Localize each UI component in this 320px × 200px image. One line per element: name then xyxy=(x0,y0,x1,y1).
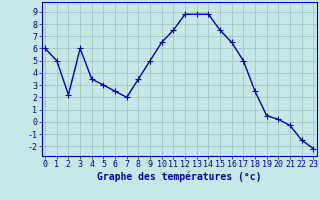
X-axis label: Graphe des températures (°c): Graphe des températures (°c) xyxy=(97,172,261,182)
